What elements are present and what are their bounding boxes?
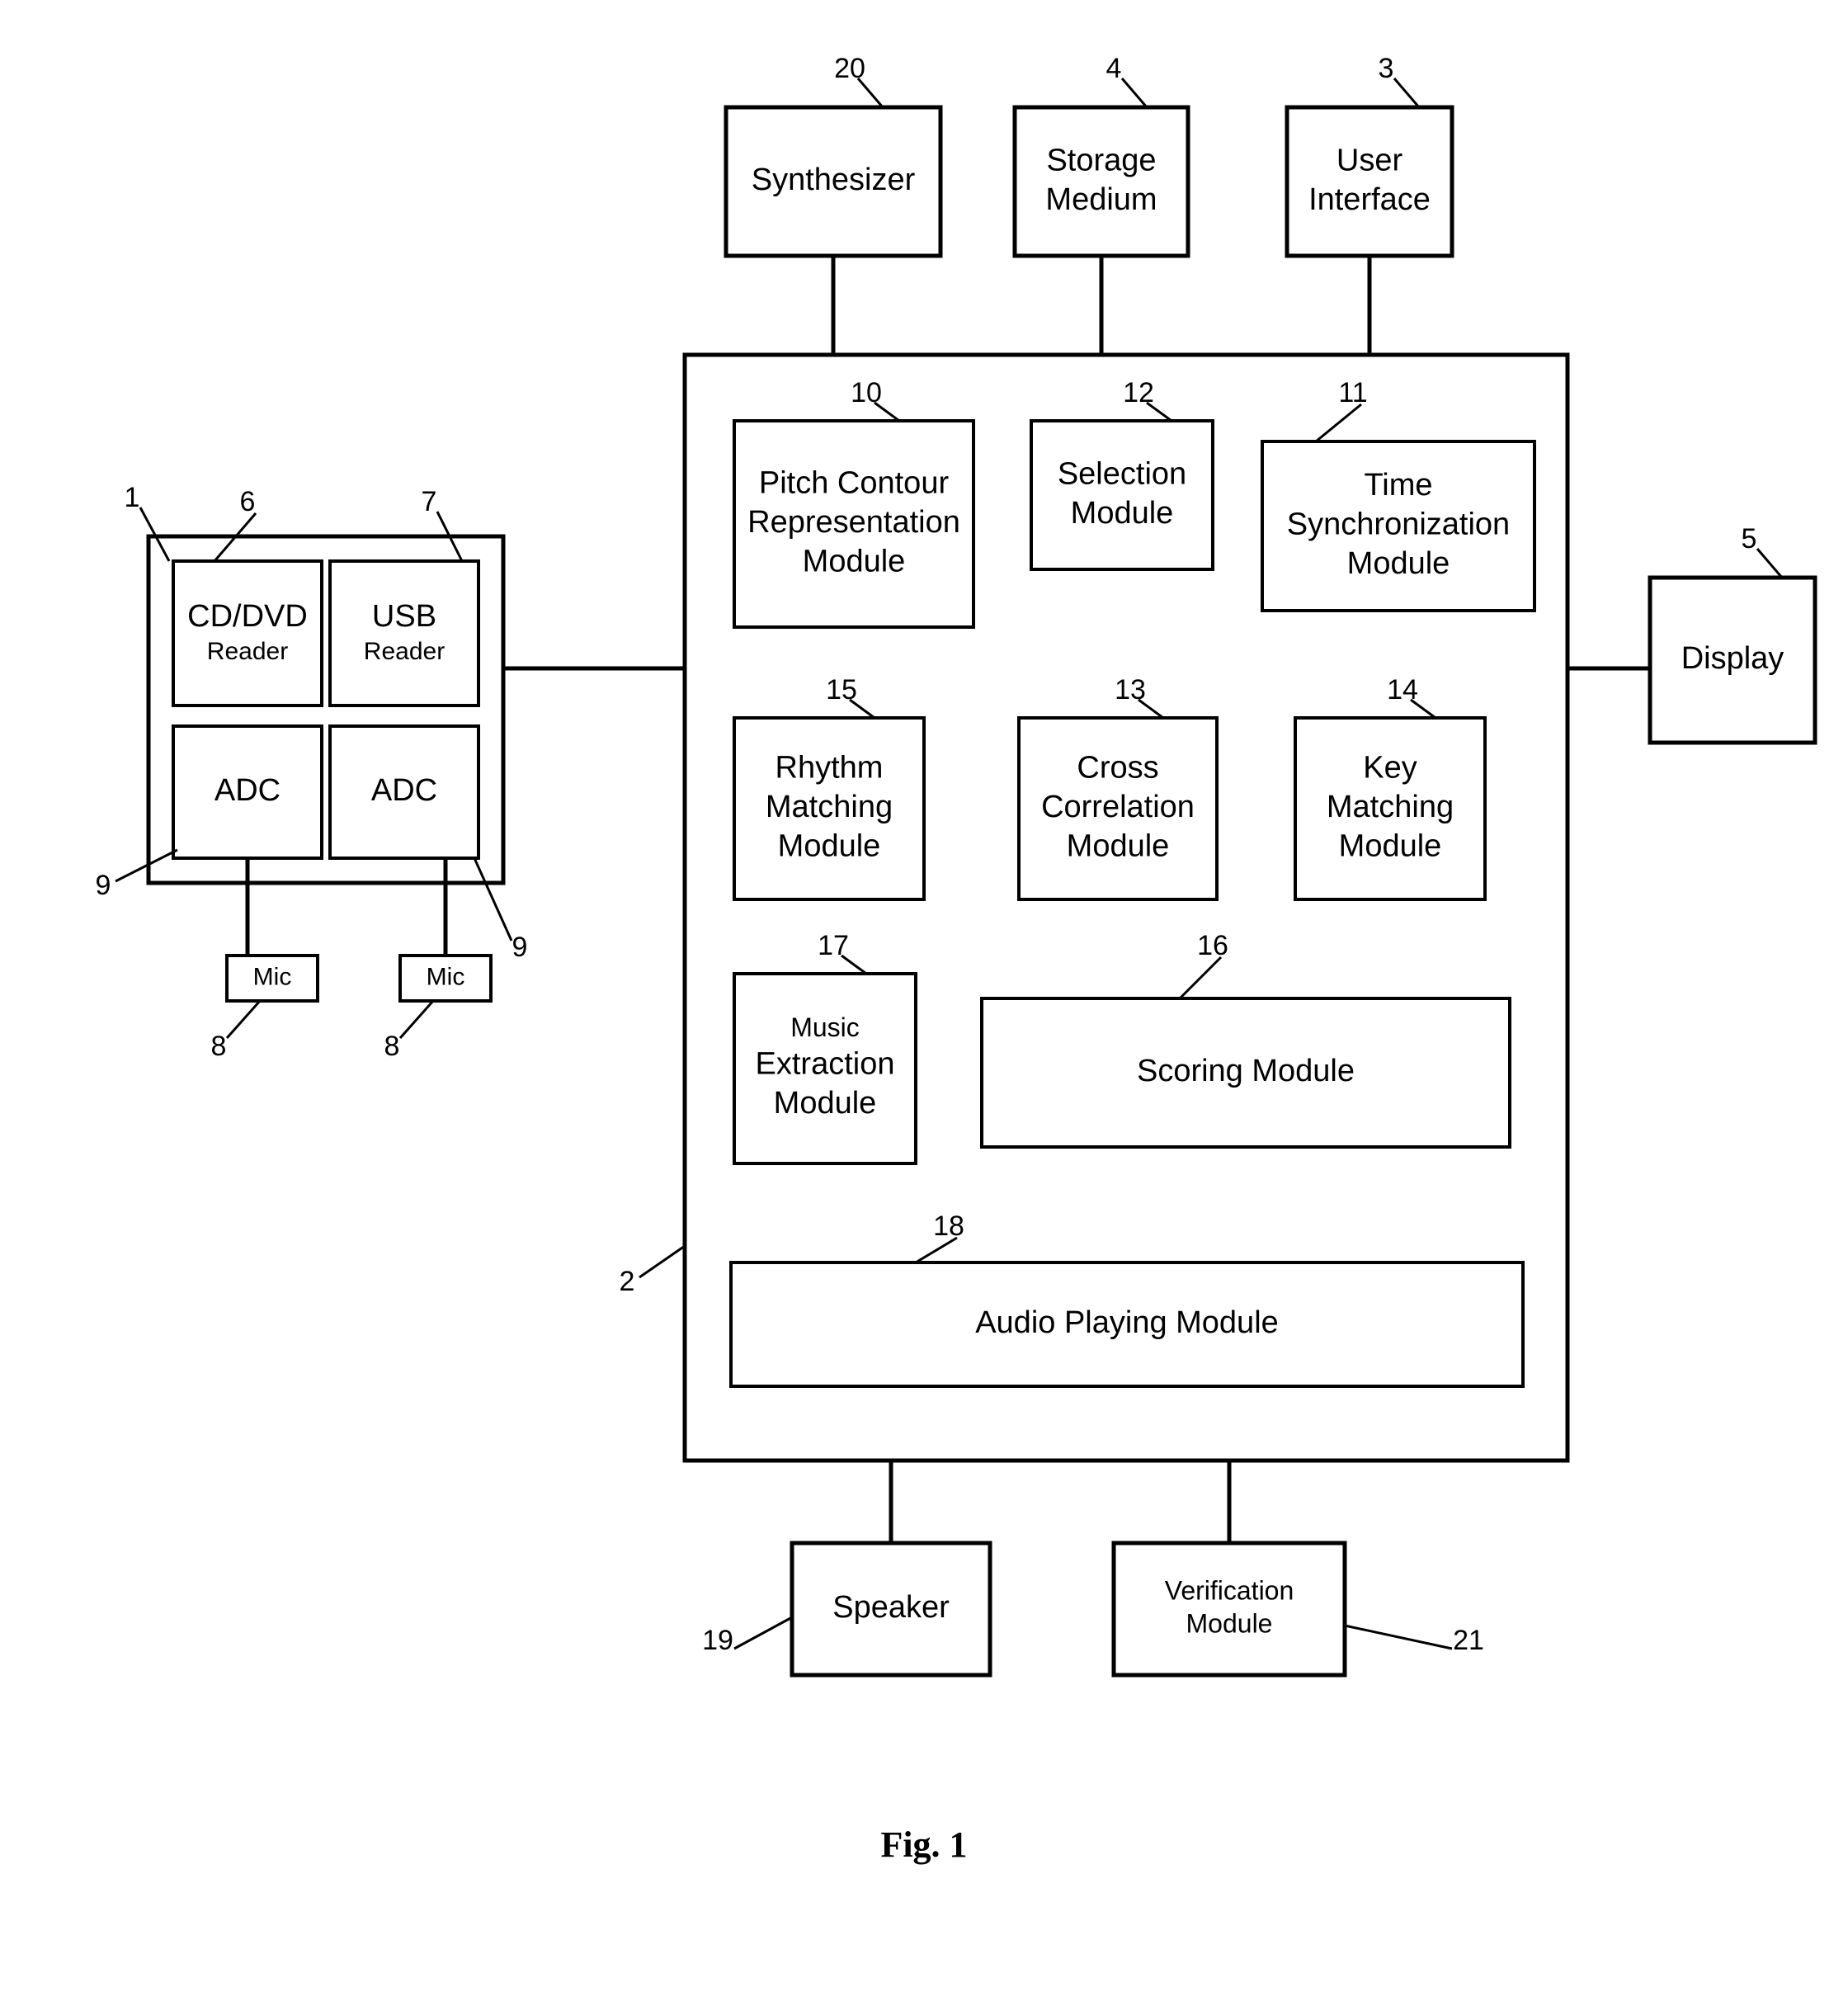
ref-number: 9 [96, 870, 111, 901]
label-text: Extraction [756, 1046, 895, 1081]
label-text: Time [1364, 468, 1432, 503]
leader-line [227, 1001, 260, 1038]
label-text: Module [1347, 546, 1450, 581]
leader-line [400, 1001, 433, 1038]
ref-number: 20 [834, 53, 865, 84]
ref-number: 3 [1379, 53, 1394, 84]
leader-line [734, 1617, 792, 1649]
label-text: Medium [1045, 182, 1157, 217]
leader-line [1345, 1626, 1452, 1649]
label-text: Interface [1308, 182, 1431, 217]
ref-number: 19 [702, 1625, 733, 1656]
label-text: Matching [766, 790, 893, 824]
label-text: User [1336, 143, 1403, 177]
leader-line [639, 1246, 685, 1277]
leader-line [1394, 78, 1419, 107]
label-text: Module [1071, 496, 1174, 531]
ref-number: 8 [384, 1031, 400, 1062]
ref-number: 8 [211, 1031, 227, 1062]
label-text: Module [1067, 829, 1170, 864]
label-text: USB [372, 599, 436, 634]
label-text: Module [1186, 1608, 1273, 1638]
label-text: Cross [1077, 751, 1158, 786]
ref-number: 7 [422, 486, 437, 517]
label-text: Mic [427, 963, 465, 990]
label-text: Matching [1327, 790, 1454, 824]
label-text: Selection [1058, 456, 1186, 491]
label-text: Audio Playing Module [975, 1305, 1279, 1340]
label-text: Music [790, 1012, 860, 1042]
ref-number: 2 [620, 1266, 635, 1297]
label-text: Synthesizer [752, 163, 916, 197]
ref-number: 11 [1338, 377, 1367, 408]
label-text: ADC [371, 773, 437, 808]
leader-line [858, 78, 883, 107]
label-text: Rhythm [776, 751, 884, 786]
figure-caption: Fig. 1 [880, 1824, 967, 1865]
label-text: Correlation [1041, 790, 1195, 824]
label-text: Synchronization [1287, 507, 1510, 542]
ref-number: 21 [1453, 1625, 1484, 1656]
label-text: ADC [214, 773, 280, 808]
label-text: Module [774, 1086, 877, 1121]
label-text: Key [1363, 751, 1417, 786]
ref-number: 1 [125, 482, 140, 513]
ref-number: 9 [512, 932, 528, 963]
ref-number: 4 [1106, 53, 1122, 84]
leader-line [1757, 549, 1782, 578]
label-text: Verification [1165, 1575, 1294, 1605]
ref-number: 5 [1742, 523, 1757, 555]
label-text: Storage [1046, 143, 1156, 177]
ref-number: 16 [1197, 930, 1228, 961]
ref-number: 6 [240, 486, 256, 517]
ref-number: 18 [933, 1211, 964, 1242]
label-text: Reader [207, 638, 288, 665]
label-text: Pitch Contour [759, 466, 950, 501]
label-text: Display [1681, 641, 1784, 676]
label-text: Mic [253, 963, 292, 990]
label-text: CD/DVD [187, 599, 308, 634]
label-text: Module [1339, 829, 1442, 864]
label-text: Module [803, 545, 906, 579]
label-text: Scoring Module [1137, 1054, 1355, 1088]
label-text: Module [778, 829, 881, 864]
leader-line [1122, 78, 1147, 107]
label-text: Speaker [832, 1590, 950, 1625]
label-text: Representation [747, 505, 960, 540]
label-text: Reader [364, 638, 445, 665]
